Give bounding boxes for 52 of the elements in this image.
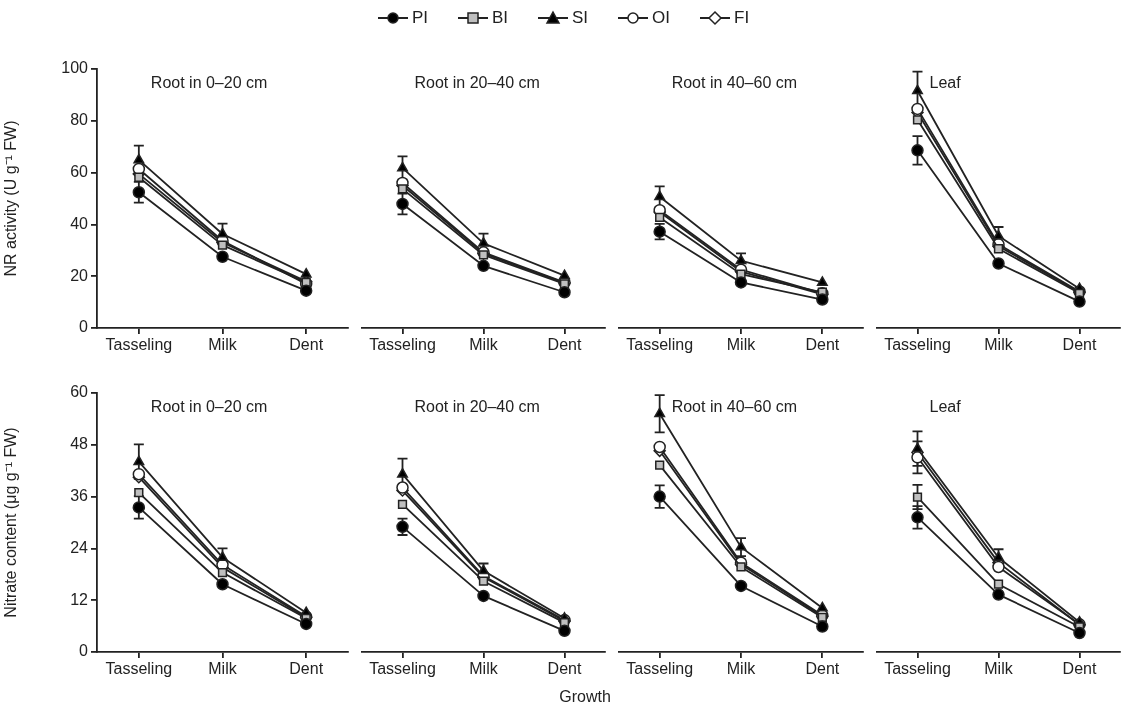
x-tick-label: Dent <box>1062 336 1097 354</box>
y-tick-label: 12 <box>70 590 89 608</box>
x-tick-label: Milk <box>726 660 757 678</box>
x-tick-label: Milk <box>469 336 499 354</box>
legend-label: PI <box>411 8 428 28</box>
x-tick-label: Dent <box>805 660 840 678</box>
x-axis-title: Growth <box>558 688 612 706</box>
y-tick-label: 24 <box>70 538 89 556</box>
x-tick-label: Dent <box>1062 660 1097 678</box>
x-tick-label: Tasseling <box>884 336 951 354</box>
legend-label: FI <box>734 8 750 28</box>
y-tick-label: 60 <box>70 163 89 181</box>
x-tick-label: Milk <box>726 336 757 354</box>
x-tick-label: Tasseling <box>105 660 173 678</box>
x-tick-label: Milk <box>984 660 1014 678</box>
y-tick-label: 40 <box>70 214 89 232</box>
y-tick-label: 80 <box>70 111 89 129</box>
x-tick-label: Dent <box>289 660 324 678</box>
x-tick-label: Tasseling <box>369 660 436 678</box>
x-tick-label: Dent <box>289 336 324 354</box>
x-tick-label: Milk <box>469 660 499 678</box>
x-tick-label: Dent <box>547 660 582 678</box>
y-axis-title: NR activity (U g⁻¹ FW) <box>2 120 20 277</box>
x-tick-label: Tasseling <box>369 336 436 354</box>
x-tick-label: Milk <box>208 660 238 678</box>
chart-title: Leaf <box>929 74 962 92</box>
chart-title: Root in 20–40 cm <box>414 74 540 92</box>
chart-title: Leaf <box>929 398 962 416</box>
chart-title: Root in 40–60 cm <box>671 398 798 416</box>
chart-title: Root in 0–20 cm <box>150 398 268 416</box>
y-tick-label: 48 <box>70 435 89 453</box>
x-tick-label: Tasseling <box>626 336 694 354</box>
y-tick-label: 20 <box>70 266 89 284</box>
x-tick-label: Tasseling <box>626 660 694 678</box>
legend-label: SI <box>572 8 589 28</box>
chart-title: Root in 0–20 cm <box>150 74 268 92</box>
x-tick-label: Milk <box>984 336 1014 354</box>
x-tick-label: Milk <box>208 336 238 354</box>
chart-title: Root in 40–60 cm <box>671 74 798 92</box>
x-tick-label: Dent <box>805 336 840 354</box>
x-tick-label: Dent <box>547 336 582 354</box>
y-tick-label: 0 <box>79 318 89 336</box>
y-tick-label: 36 <box>70 487 89 505</box>
x-tick-label: Tasseling <box>105 336 173 354</box>
y-tick-label: 0 <box>79 642 89 660</box>
legend-label: OI <box>652 8 671 28</box>
legend-label: BI <box>491 8 508 28</box>
chart-title: Root in 20–40 cm <box>414 398 540 416</box>
y-tick-label: 100 <box>61 59 89 77</box>
x-tick-label: Tasseling <box>884 660 951 678</box>
y-axis-title: Nitrate content (μg g⁻¹ FW) <box>2 427 20 618</box>
y-tick-label: 60 <box>70 383 89 401</box>
